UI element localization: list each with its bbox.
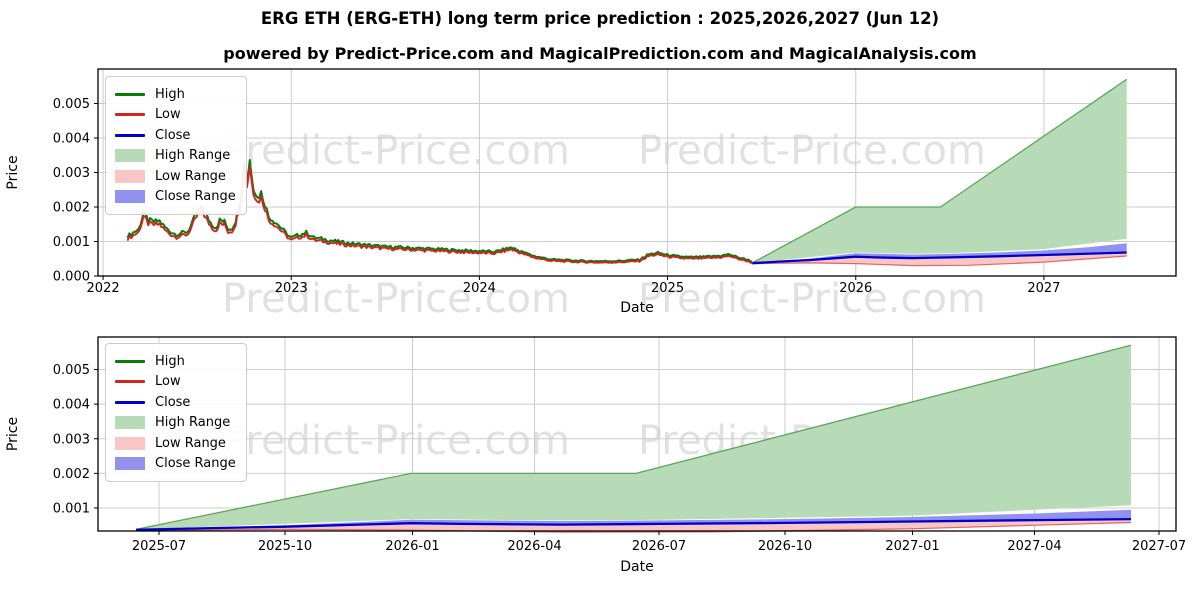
legend-label-low-range: Low Range	[155, 168, 226, 184]
close-forecast-line	[752, 251, 1127, 265]
legend-bottom-chart: High Low Close High Range Low Range Close Ran…	[105, 343, 247, 482]
y-tick-label: 0.001	[53, 235, 90, 250]
y-tick-label: 0.001	[53, 501, 90, 516]
low-forecast-line	[752, 255, 1127, 267]
legend-label-low: Low	[155, 107, 181, 123]
y-tick-label: 0.002	[53, 467, 90, 482]
x-tick-label: 2022	[87, 281, 120, 296]
legend-item-close-range: Close Range	[115, 187, 236, 208]
x-tick-label: 2026-04	[507, 539, 561, 554]
x-axis-label: Date	[620, 559, 653, 575]
close-forecast-line	[135, 517, 1132, 531]
x-tick-label: 2026-01	[385, 539, 439, 554]
axis-spine	[97, 336, 1177, 532]
legend-top-chart: High Low Close High Range Low Range Close Ran…	[105, 76, 247, 215]
legend-label-low: Low	[155, 374, 181, 390]
y-tick-label: 0.002	[53, 201, 90, 216]
legend-item-high: High	[115, 351, 236, 372]
legend-item-close-range: Close Range	[115, 454, 236, 475]
x-tick-label: 2025	[651, 281, 684, 296]
legend-swatch-high	[115, 92, 145, 96]
chart-title: ERG ETH (ERG-ETH) long term price predic…	[260, 9, 940, 28]
legend-label-close-range: Close Range	[155, 189, 236, 205]
y-tick-label: 0.004	[53, 132, 90, 147]
legend-item-high-range: High Range	[115, 146, 236, 167]
legend-item-high: High	[115, 84, 236, 105]
main-chart-group: 2022 2023 2024 2025 2026 2027 0.000 0.001 0.002 0…	[5, 68, 1177, 316]
x-tick-label: 2023	[275, 281, 308, 296]
legend-swatch-high-range	[115, 416, 145, 430]
x-tick-label: 2027	[1027, 281, 1060, 296]
y-tick-label: 0.005	[53, 97, 90, 112]
legend-item-low: Low	[115, 372, 236, 393]
legend-label-low-range: Low Range	[155, 435, 226, 451]
legend-swatch-high	[115, 359, 145, 363]
y-tick-label: 0.000	[53, 270, 90, 285]
legend-swatch-close	[115, 400, 145, 404]
y-tick-label: 0.005	[53, 363, 90, 378]
legend-label-high-range: High Range	[155, 415, 231, 431]
x-tick-label: 2027-07	[1132, 539, 1186, 554]
legend-label-close: Close	[155, 394, 191, 410]
x-tick-label: 2026-10	[758, 539, 812, 554]
high-forecast-line	[751, 78, 1128, 264]
legend-item-close: Close	[115, 125, 236, 146]
legend-swatch-low	[115, 380, 145, 384]
forecast-chart-ticks: 2025-07 2025-10 2026-01 2026-04 2026-07 2026-…	[53, 363, 1186, 554]
x-tick-label: 2027-04	[1007, 539, 1061, 554]
x-tick-label: 2027-01	[885, 539, 939, 554]
legend-swatch-low	[115, 113, 145, 117]
forecast-chart-group: 2025-07 2025-10 2026-01 2026-04 2026-07 2026-…	[5, 336, 1186, 575]
historical-low-line	[126, 165, 753, 264]
y-tick-label: 0.003	[53, 432, 90, 447]
main-chart-ticks: 2022 2023 2024 2025 2026 2027 0.000 0.001 0.002 0…	[53, 97, 1061, 296]
low-forecast-line	[135, 521, 1132, 533]
high-range-area	[752, 79, 1127, 263]
high-range-area	[136, 345, 1131, 530]
x-tick-label: 2024	[463, 281, 496, 296]
x-tick-label: 2026-07	[632, 539, 686, 554]
legend-swatch-high-range	[115, 149, 145, 163]
x-axis-label: Date	[620, 300, 653, 316]
legend-swatch-close	[115, 133, 145, 137]
legend-item-high-range: High Range	[115, 413, 236, 434]
x-tick-label: 2026	[839, 281, 872, 296]
legend-swatch-close-range	[115, 457, 145, 471]
legend-label-high: High	[155, 86, 185, 102]
legend-item-close: Close	[115, 392, 236, 413]
legend-swatch-low-range	[115, 436, 145, 450]
close-range-area	[136, 509, 1131, 530]
y-tick-label: 0.004	[53, 398, 90, 413]
legend-item-low-range: Low Range	[115, 433, 236, 454]
legend-item-low-range: Low Range	[115, 166, 236, 187]
high-forecast-line	[135, 344, 1132, 531]
y-axis-label: Price	[5, 417, 21, 451]
legend-label-close-range: Close Range	[155, 456, 236, 472]
x-tick-label: 2025-10	[258, 539, 312, 554]
legend-swatch-low-range	[115, 169, 145, 183]
legend-label-high-range: High Range	[155, 148, 231, 164]
close-range-area	[752, 243, 1127, 264]
chart-subtitle: powered by Predict-Price.com and Magical…	[223, 44, 977, 63]
x-tick-label: 2025-07	[132, 539, 186, 554]
legend-item-low: Low	[115, 105, 236, 126]
legend-label-high: High	[155, 353, 185, 369]
y-axis-label: Price	[5, 155, 21, 189]
legend-label-close: Close	[155, 127, 191, 143]
y-tick-label: 0.003	[53, 166, 90, 181]
legend-swatch-close-range	[115, 190, 145, 204]
